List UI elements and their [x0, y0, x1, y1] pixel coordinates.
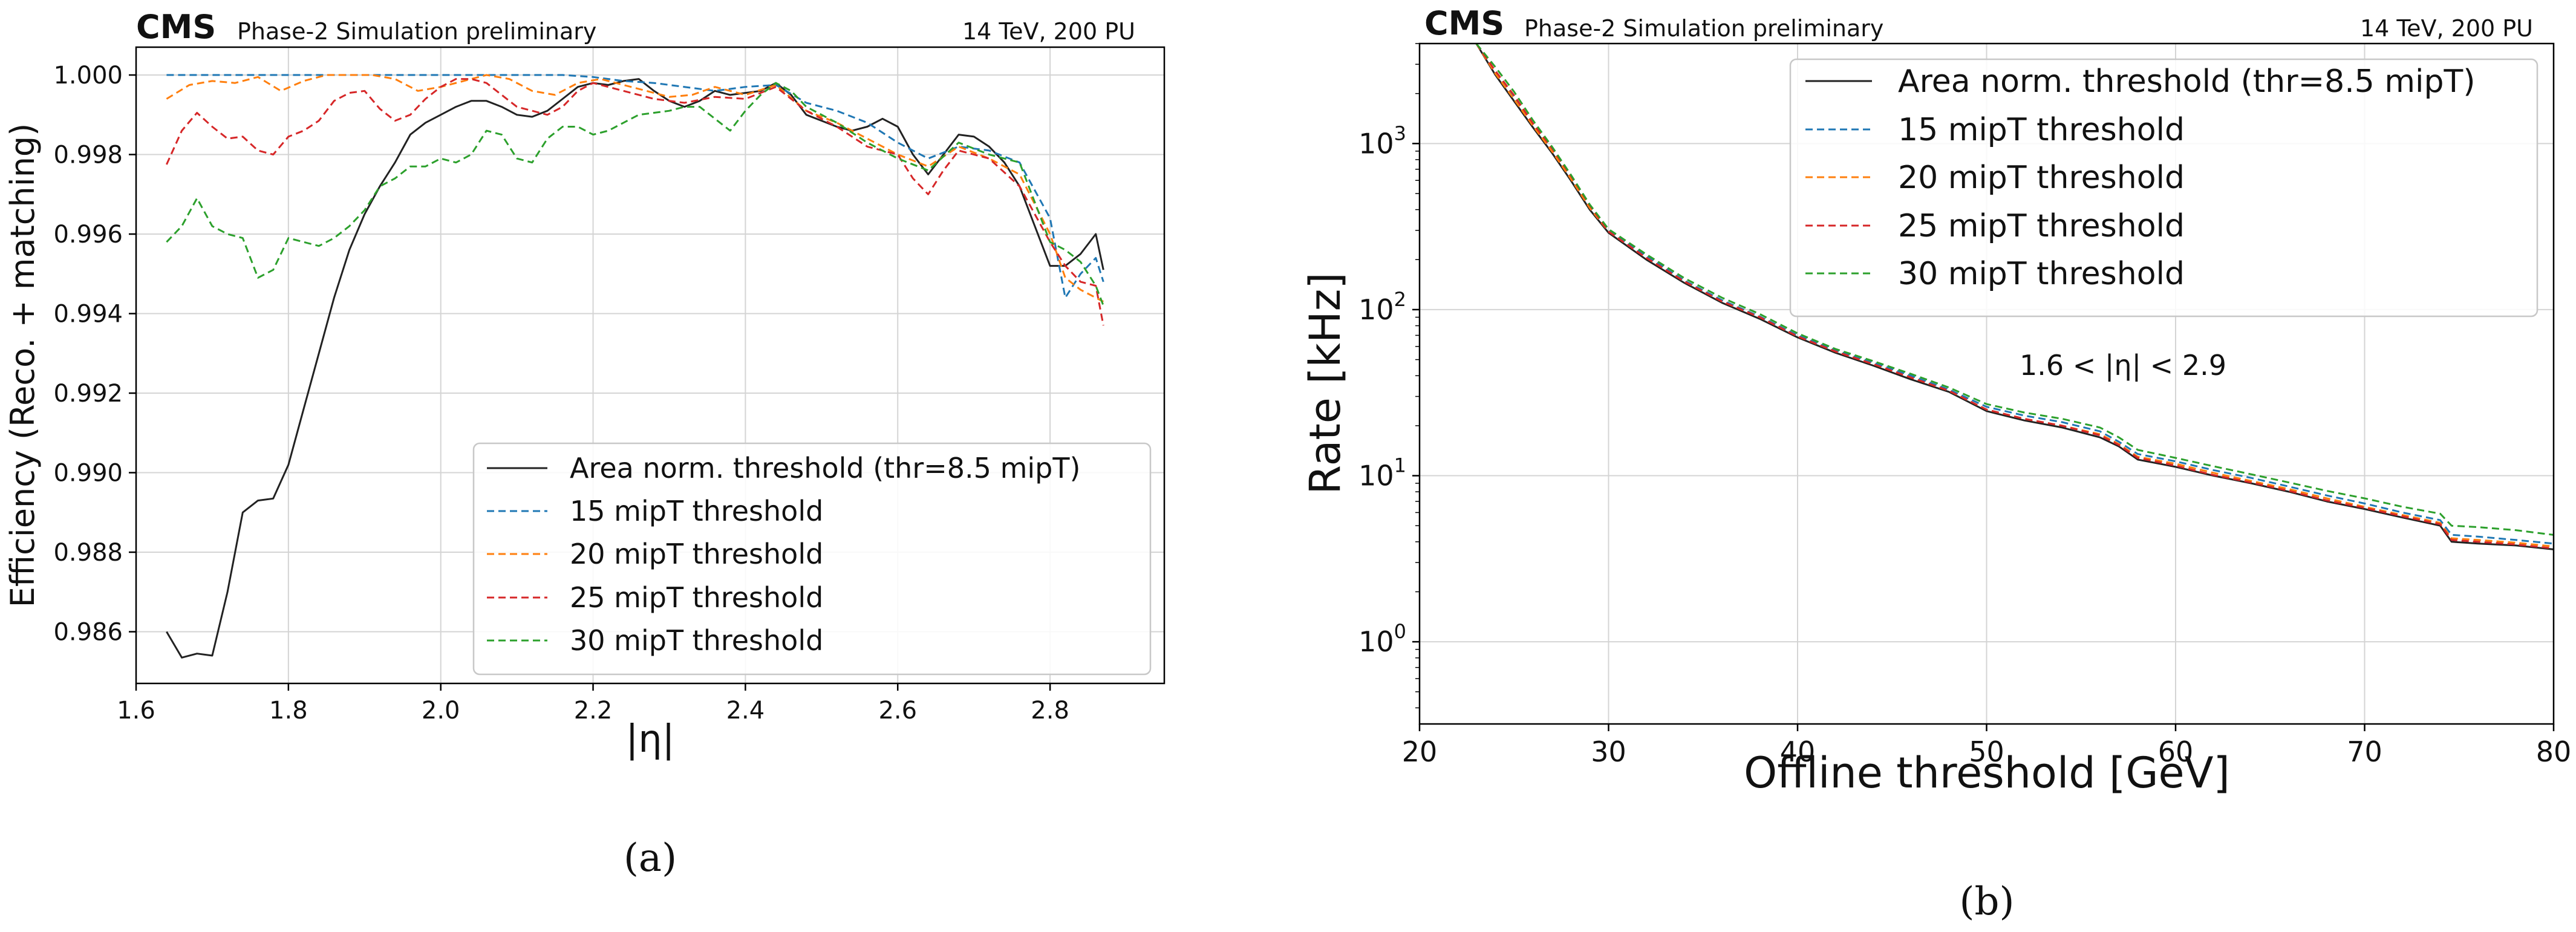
y-tick-label-a: 0.996 [53, 221, 123, 249]
caption-a: (a) [624, 836, 677, 881]
panel-a: CMS Phase-2 Simulation preliminary 14 Te… [4, 8, 1166, 881]
panel-b: CMS Phase-2 Simulation preliminary 14 Te… [1300, 4, 2571, 924]
y-tick-label-a: 0.994 [53, 301, 123, 328]
y-axis-label-b: Rate [kHz] [1300, 272, 1350, 494]
caption-b: (b) [1960, 879, 2015, 924]
y-tick-base-b: 10 [1358, 127, 1394, 160]
cms-label-b: CMS [1424, 4, 1504, 42]
y-tick-label-a: 0.990 [53, 460, 123, 487]
legend-label-a-area-norm: Area norm. threshold (thr=8.5 mipT) [570, 452, 1080, 484]
legend-label-a-15: 15 mipT threshold [570, 495, 823, 527]
ticks-a: 1.6 1.8 2.0 2.2 2.4 2.6 2.8 0.986 0.988 0.990 0.99… [53, 62, 1069, 725]
x-axis-label-b: Offline threshold [GeV] [1744, 748, 2230, 798]
plot-frame-a [135, 46, 1166, 685]
legend-a: Area norm. threshold (thr=8.5 mipT) 15 m… [472, 442, 1152, 676]
y-tick-label-b: 100 [1358, 620, 1406, 658]
status-label-a: Phase-2 Simulation preliminary [237, 18, 596, 45]
y-tick-base-b: 10 [1358, 293, 1394, 326]
legend-label-b-25: 25 mipT threshold [1898, 208, 2185, 244]
legend-box-b [1789, 58, 2539, 318]
cms-label-a: CMS [136, 8, 216, 46]
y-tick-label-b: 101 [1358, 454, 1406, 492]
y-tick-exponent-b: 0 [1394, 620, 1406, 643]
y-axis-label-a: Efficiency (Reco. + matching) [4, 123, 42, 608]
x-tick-label-a: 2.6 [878, 697, 917, 725]
legend-label-b-area-norm: Area norm. threshold (thr=8.5 mipT) [1898, 64, 2476, 100]
x-tick-label-b: 20 [1402, 735, 1438, 768]
x-tick-label-b: 70 [2347, 735, 2382, 768]
y-tick-base-b: 10 [1358, 460, 1394, 492]
y-tick-label-a: 0.986 [53, 619, 123, 647]
conditions-label-a: 14 TeV, 200 PU [962, 18, 1135, 45]
y-tick-label-a: 1.000 [53, 62, 123, 90]
x-tick-label-a: 1.8 [269, 697, 308, 725]
y-tick-exponent-b: 1 [1394, 454, 1406, 477]
x-tick-label-a: 2.0 [422, 697, 460, 725]
legend-label-b-15: 15 mipT threshold [1898, 112, 2185, 148]
y-tick-label-a: 0.992 [53, 380, 123, 408]
series-line-b-30-mipt-threshold [1475, 44, 2554, 536]
legend-label-a-30: 30 mipT threshold [570, 624, 823, 657]
x-tick-label-b: 60 [2158, 735, 2194, 768]
y-tick-label-a: 0.988 [53, 539, 123, 567]
x-tick-label-b: 40 [1780, 735, 1816, 768]
conditions-label-b: 14 TeV, 200 PU [2360, 15, 2533, 42]
legend-label-b-30: 30 mipT threshold [1898, 256, 2185, 292]
legend-b: Area norm. threshold (thr=8.5 mipT) 15 m… [1789, 58, 2539, 318]
series-line-a-area-norm-threshold-thr-8-5-mipt [166, 78, 1104, 659]
x-tick-label-b: 30 [1591, 735, 1626, 768]
legend-box-a [472, 442, 1152, 676]
x-tick-label-a: 1.6 [117, 697, 155, 725]
y-tick-base-b: 10 [1358, 625, 1394, 658]
series-line-a-25-mipt-threshold [166, 78, 1104, 326]
y-tick-exponent-b: 2 [1394, 288, 1406, 311]
legend-label-a-25: 25 mipT threshold [570, 581, 823, 614]
y-tick-label-b: 102 [1358, 288, 1406, 326]
y-tick-label-a: 0.998 [53, 142, 123, 169]
x-tick-label-b: 80 [2536, 735, 2572, 768]
series-line-a-15-mipt-threshold [166, 74, 1104, 299]
series-group-a [166, 74, 1104, 659]
eta-range-annotation: 1.6 < |η| < 2.9 [2020, 349, 2226, 382]
y-tick-exponent-b: 3 [1394, 122, 1406, 145]
y-tick-label-b: 103 [1358, 122, 1406, 160]
legend-label-a-20: 20 mipT threshold [570, 538, 823, 570]
series-line-a-20-mipt-threshold [166, 74, 1104, 303]
legend-label-b-20: 20 mipT threshold [1898, 160, 2185, 196]
x-tick-label-a: 2.4 [726, 697, 765, 725]
x-tick-label-a: 2.2 [574, 697, 613, 725]
x-axis-label-a: |η| [625, 717, 674, 761]
x-tick-label-a: 2.8 [1031, 697, 1069, 725]
status-label-b: Phase-2 Simulation preliminary [1524, 15, 1883, 42]
series-group-b [1475, 44, 2554, 550]
series-line-b-area-norm-threshold-thr-8-5-mipt [1475, 44, 2554, 550]
x-tick-label-b: 50 [1969, 735, 2004, 768]
